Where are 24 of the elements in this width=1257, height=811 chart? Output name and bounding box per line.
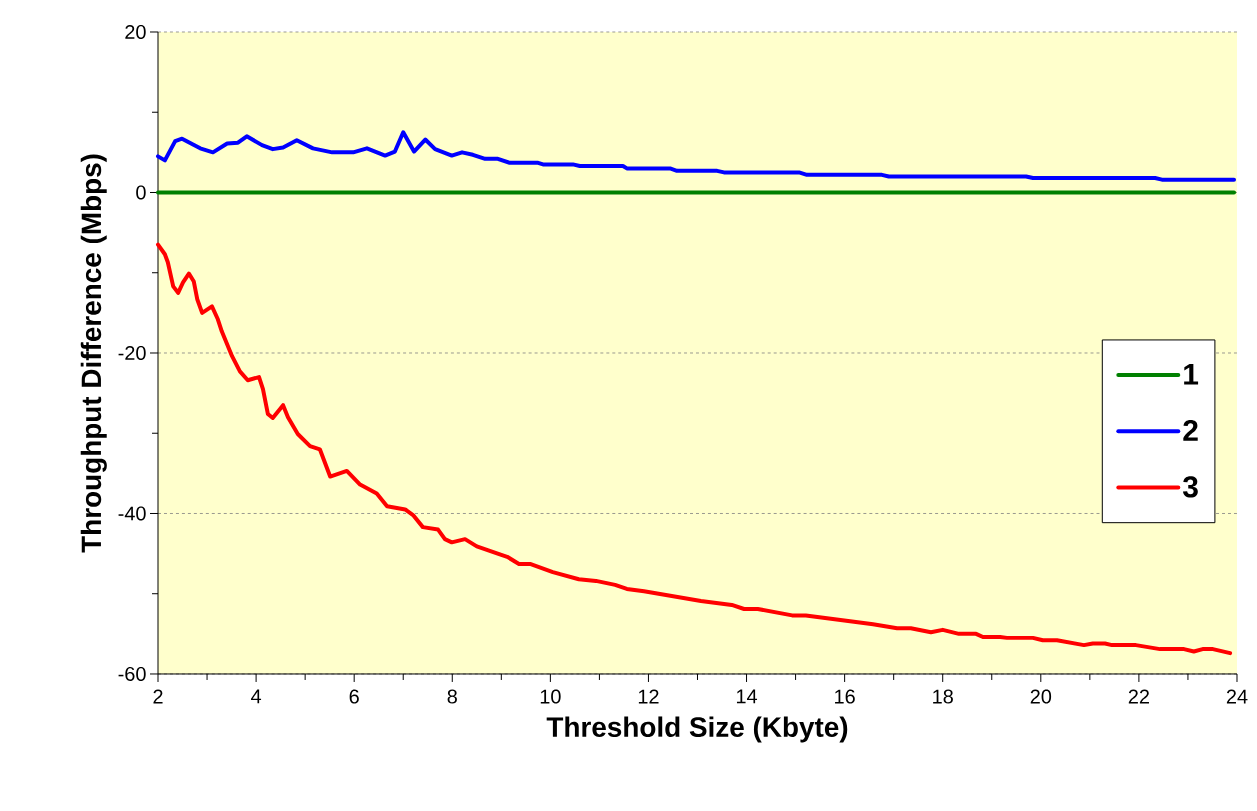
x-tick-label: 4 — [251, 689, 262, 704]
x-tick-label: 14 — [736, 689, 758, 704]
y-axis-title: Throughput Difference (Mbps) — [80, 154, 107, 553]
y-tick-label: 0 — [136, 185, 146, 200]
x-tick-label: 24 — [1226, 689, 1248, 704]
y-tick-label: -60 — [118, 666, 146, 682]
line-series — [156, 242, 1233, 656]
x-axis-title: Threshold Size (Kbyte) — [546, 716, 848, 743]
x-tick-label: 6 — [349, 689, 359, 704]
x-tick-label: 18 — [933, 689, 953, 704]
x-tick-label: 2 — [153, 689, 163, 704]
y-tick-label: 20 — [125, 24, 146, 40]
x-tick-label: 20 — [1030, 689, 1052, 704]
legend-label: 2 — [1183, 419, 1198, 441]
legend-label: 3 — [1182, 476, 1198, 498]
x-tick-label: 22 — [1128, 689, 1149, 704]
x-tick-label: 8 — [447, 689, 457, 704]
x-tick-label: 12 — [638, 689, 659, 704]
legend-label: 1 — [1184, 363, 1199, 385]
x-tick-label: 10 — [540, 689, 561, 704]
y-tick-label: -40 — [118, 506, 146, 521]
y-tick-label: -20 — [118, 345, 146, 361]
line-series — [156, 130, 1237, 182]
x-tick-label: 16 — [835, 689, 855, 704]
